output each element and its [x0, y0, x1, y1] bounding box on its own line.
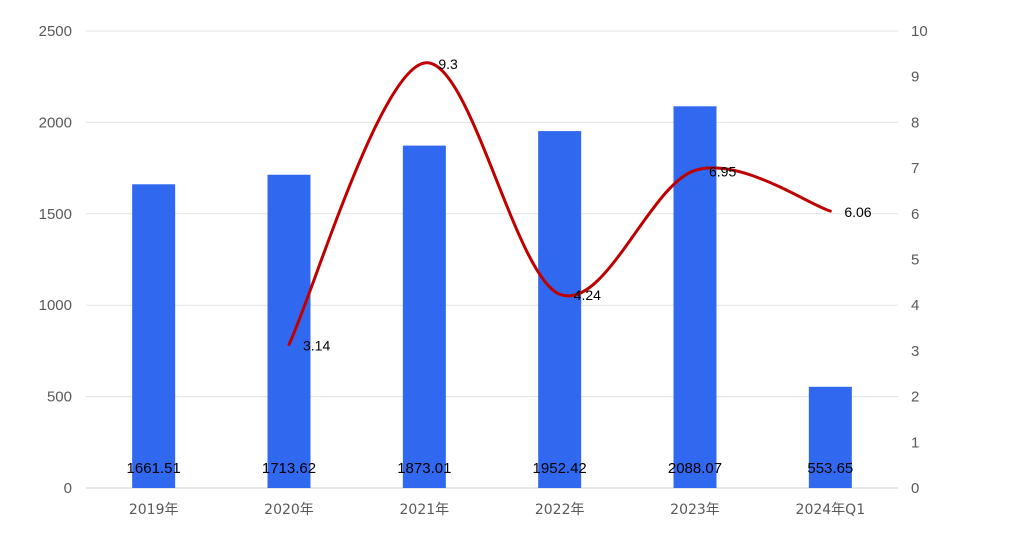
right-tick-label: 5	[911, 252, 919, 269]
line-data-labels: 3.14 9.3 4.24 6.95 6.06	[303, 56, 872, 354]
right-tick-label: 3	[911, 343, 919, 360]
x-tick-label: 2021年	[400, 502, 450, 518]
line-data-label: 6.06	[844, 204, 871, 220]
bar	[132, 184, 176, 488]
right-tick-label: 1	[911, 434, 919, 451]
right-tick-label: 10	[911, 23, 928, 40]
right-tick-label: 6	[911, 206, 919, 223]
right-tick-label: 2	[911, 389, 919, 406]
x-axis-ticks: 2019年 2020年 2021年 2022年 2023年 2024年Q1	[129, 502, 865, 518]
right-tick-label: 9	[911, 69, 919, 86]
left-tick-label: 2500	[39, 23, 72, 40]
bar-data-label: 1661.51	[127, 460, 181, 477]
right-tick-label: 0	[911, 480, 919, 497]
right-tick-label: 7	[911, 160, 919, 177]
bar	[808, 386, 852, 488]
bar-data-labels: 1661.51 1713.62 1873.01 1952.42 2088.07 553.6…	[127, 460, 854, 477]
right-tick-label: 4	[911, 297, 919, 314]
left-tick-label: 1500	[39, 206, 72, 223]
left-tick-label: 0	[64, 480, 72, 497]
right-axis-ticks: 0 1 2 3 4 5 6 7 8 9 10	[911, 23, 928, 497]
left-tick-label: 500	[47, 389, 72, 406]
x-tick-label: 2024年Q1	[796, 502, 866, 518]
bar	[267, 174, 311, 489]
line-data-label: 3.14	[303, 338, 330, 354]
line-series-path	[287, 61, 832, 347]
left-tick-label: 2000	[39, 114, 72, 131]
line-data-label: 9.3	[438, 56, 458, 72]
gridlines	[86, 30, 898, 489]
x-tick-label: 2023年	[670, 502, 720, 518]
left-tick-label: 1000	[39, 297, 72, 314]
line-data-label: 4.24	[574, 287, 601, 303]
bar-data-label: 1952.42	[533, 460, 587, 477]
bar	[538, 131, 582, 488]
left-axis-ticks: 0 500 1000 1500 2000 2500	[39, 23, 72, 497]
x-tick-label: 2019年	[129, 502, 179, 518]
bar-data-label: 553.65	[807, 460, 853, 477]
x-tick-label: 2020年	[264, 502, 314, 518]
bar-data-label: 2088.07	[668, 460, 722, 477]
bar-data-label: 1873.01	[397, 460, 451, 477]
right-tick-label: 8	[911, 114, 919, 131]
x-tick-label: 2022年	[535, 502, 585, 518]
bar	[402, 145, 446, 488]
bar-series	[132, 106, 852, 489]
bar-data-label: 1713.62	[262, 460, 316, 477]
line-data-label: 6.95	[709, 163, 736, 179]
line-series	[287, 61, 832, 347]
